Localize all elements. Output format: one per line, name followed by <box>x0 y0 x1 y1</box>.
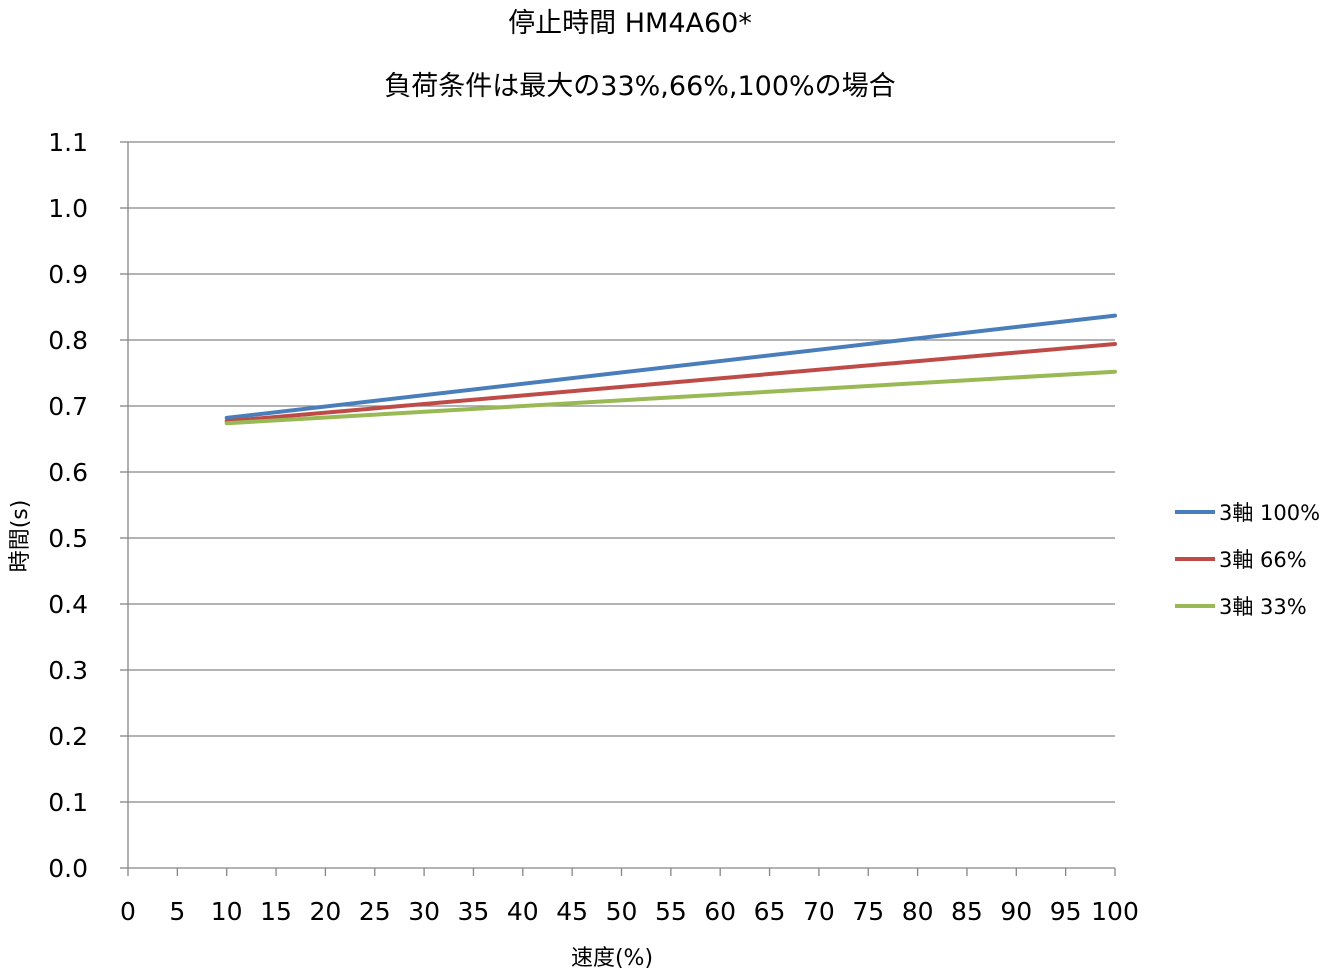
x-tick-label: 50 <box>606 897 638 926</box>
legend-label: 3軸 33% <box>1219 595 1307 619</box>
x-tick-label: 95 <box>1050 897 1082 926</box>
y-tick-label: 0.6 <box>48 458 88 487</box>
y-tick-label: 0.0 <box>48 854 88 883</box>
x-tick-label: 10 <box>211 897 243 926</box>
chart-subtitle: 負荷条件は最大の33%,66%,100%の場合 <box>384 71 895 102</box>
x-tick-label: 100 <box>1091 897 1139 926</box>
x-tick-label: 55 <box>655 897 687 926</box>
x-tick-label: 15 <box>260 897 292 926</box>
x-tick-label: 85 <box>951 897 983 926</box>
x-tick-label: 65 <box>754 897 786 926</box>
y-tick-label: 0.5 <box>48 524 88 553</box>
x-tick-label: 40 <box>507 897 539 926</box>
series-line <box>224 369 1117 426</box>
x-tick-label: 5 <box>169 897 185 926</box>
x-axis: 0 5 10 15 20 25 30 35 40 45 50 55 60 65 70 75 80 85 90 95 10… <box>120 867 1139 926</box>
x-tick-label: 30 <box>408 897 440 926</box>
y-tick-label: 0.7 <box>48 392 88 421</box>
y-axis-label: 時間(s) <box>8 500 33 573</box>
x-tick-label: 90 <box>1000 897 1032 926</box>
y-tick-label: 0.2 <box>48 722 88 751</box>
y-tick-label: 0.8 <box>48 326 88 355</box>
series-lines <box>224 313 1117 426</box>
y-tick-label: 1.1 <box>48 128 88 157</box>
x-tick-label: 75 <box>852 897 884 926</box>
x-tick-label: 35 <box>458 897 490 926</box>
legend-label: 3軸 100% <box>1219 501 1320 525</box>
y-tick-label: 0.1 <box>48 788 88 817</box>
x-tick-label: 80 <box>902 897 934 926</box>
x-tick-label: 0 <box>120 897 136 926</box>
legend: 3軸 100% 3軸 66% 3軸 33% <box>1175 501 1320 619</box>
legend-label: 3軸 66% <box>1219 548 1307 572</box>
y-axis: 0.0 0.1 0.2 0.3 0.4 0.5 0.6 0.7 0.8 0.9 1.0 1.1 <box>48 128 129 883</box>
series-line <box>224 313 1117 420</box>
gridlines <box>128 141 1115 803</box>
chart-title: 停止時間 HM4A60* <box>508 8 752 39</box>
series-line <box>224 342 1117 424</box>
x-tick-label: 60 <box>704 897 736 926</box>
x-tick-label: 45 <box>556 897 588 926</box>
y-tick-label: 0.4 <box>48 590 88 619</box>
y-tick-label: 0.9 <box>48 260 88 289</box>
x-tick-label: 20 <box>309 897 341 926</box>
x-tick-label: 70 <box>803 897 835 926</box>
y-tick-label: 0.3 <box>48 656 88 685</box>
x-axis-label: 速度(%) <box>571 946 653 971</box>
x-tick-label: 25 <box>359 897 391 926</box>
y-tick-label: 1.0 <box>48 194 88 223</box>
